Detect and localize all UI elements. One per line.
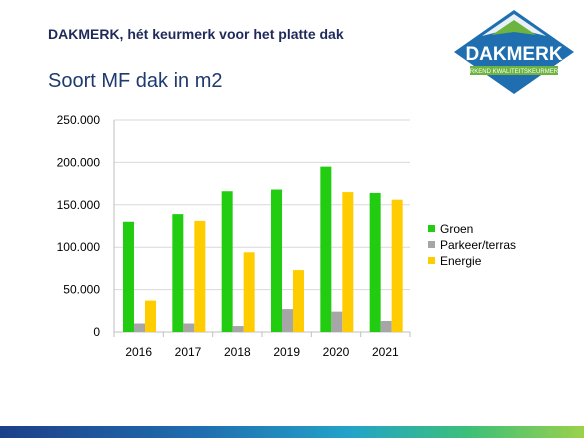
bar-groen-2021 <box>369 192 381 332</box>
y-tick-label: 100.000 <box>57 240 101 254</box>
bar-parkeer-terras-2018 <box>232 326 244 332</box>
bar-parkeer-terras-2017 <box>183 323 195 332</box>
legend-swatch <box>428 257 435 264</box>
bar-energie-2017 <box>194 220 206 332</box>
bar-groen-2020 <box>320 166 332 332</box>
x-tick-label: 2018 <box>224 345 251 359</box>
legend-label: Parkeer/terras <box>440 238 516 252</box>
logo-wordmark: DAKMERK <box>465 44 562 65</box>
bar-parkeer-terras-2020 <box>331 311 343 332</box>
legend-label: Groen <box>440 222 473 236</box>
slide-subtitle: Soort MF dak in m2 <box>48 70 223 92</box>
logo-roof-stripe-inner <box>492 20 536 35</box>
logo-tagline: ERKEND KWALITEITSKEURMERK <box>466 69 562 75</box>
y-tick-label: 200.000 <box>57 155 101 169</box>
header-title: DAKMERK, hét keurmerk voor het platte da… <box>48 26 344 42</box>
x-tick-label: 2017 <box>175 345 202 359</box>
bar-energie-2019 <box>293 270 304 332</box>
logo-tagline-band <box>470 66 558 75</box>
legend-swatch <box>428 241 435 248</box>
bar-groen-2017 <box>172 214 184 332</box>
y-tick-label: 250.000 <box>57 113 101 127</box>
bar-energie-2018 <box>243 252 255 332</box>
y-tick-label: 150.000 <box>57 198 101 212</box>
y-tick-label: 0 <box>93 325 100 339</box>
x-tick-label: 2019 <box>273 345 300 359</box>
bar-energie-2021 <box>391 199 403 332</box>
legend-swatch <box>428 225 435 232</box>
bar-energie-2020 <box>342 192 354 332</box>
bar-parkeer-terras-2019 <box>282 309 293 332</box>
dakmerk-logo: DAKMERK ERKEND KWALITEITSKEURMERK <box>454 10 574 94</box>
x-tick-label: 2016 <box>125 345 152 359</box>
bar-energie-2016 <box>145 300 156 332</box>
bar-parkeer-terras-2021 <box>380 320 392 332</box>
x-tick-label: 2020 <box>323 345 350 359</box>
bottom-gradient-bar <box>0 426 584 438</box>
bar-groen-2018 <box>221 191 233 332</box>
bar-groen-2019 <box>271 189 282 332</box>
bar-parkeer-terras-2016 <box>134 323 145 332</box>
y-tick-label: 50.000 <box>63 283 100 297</box>
legend-label: Energie <box>440 254 482 268</box>
x-tick-label: 2021 <box>372 345 399 359</box>
bar-groen-2016 <box>123 221 134 332</box>
